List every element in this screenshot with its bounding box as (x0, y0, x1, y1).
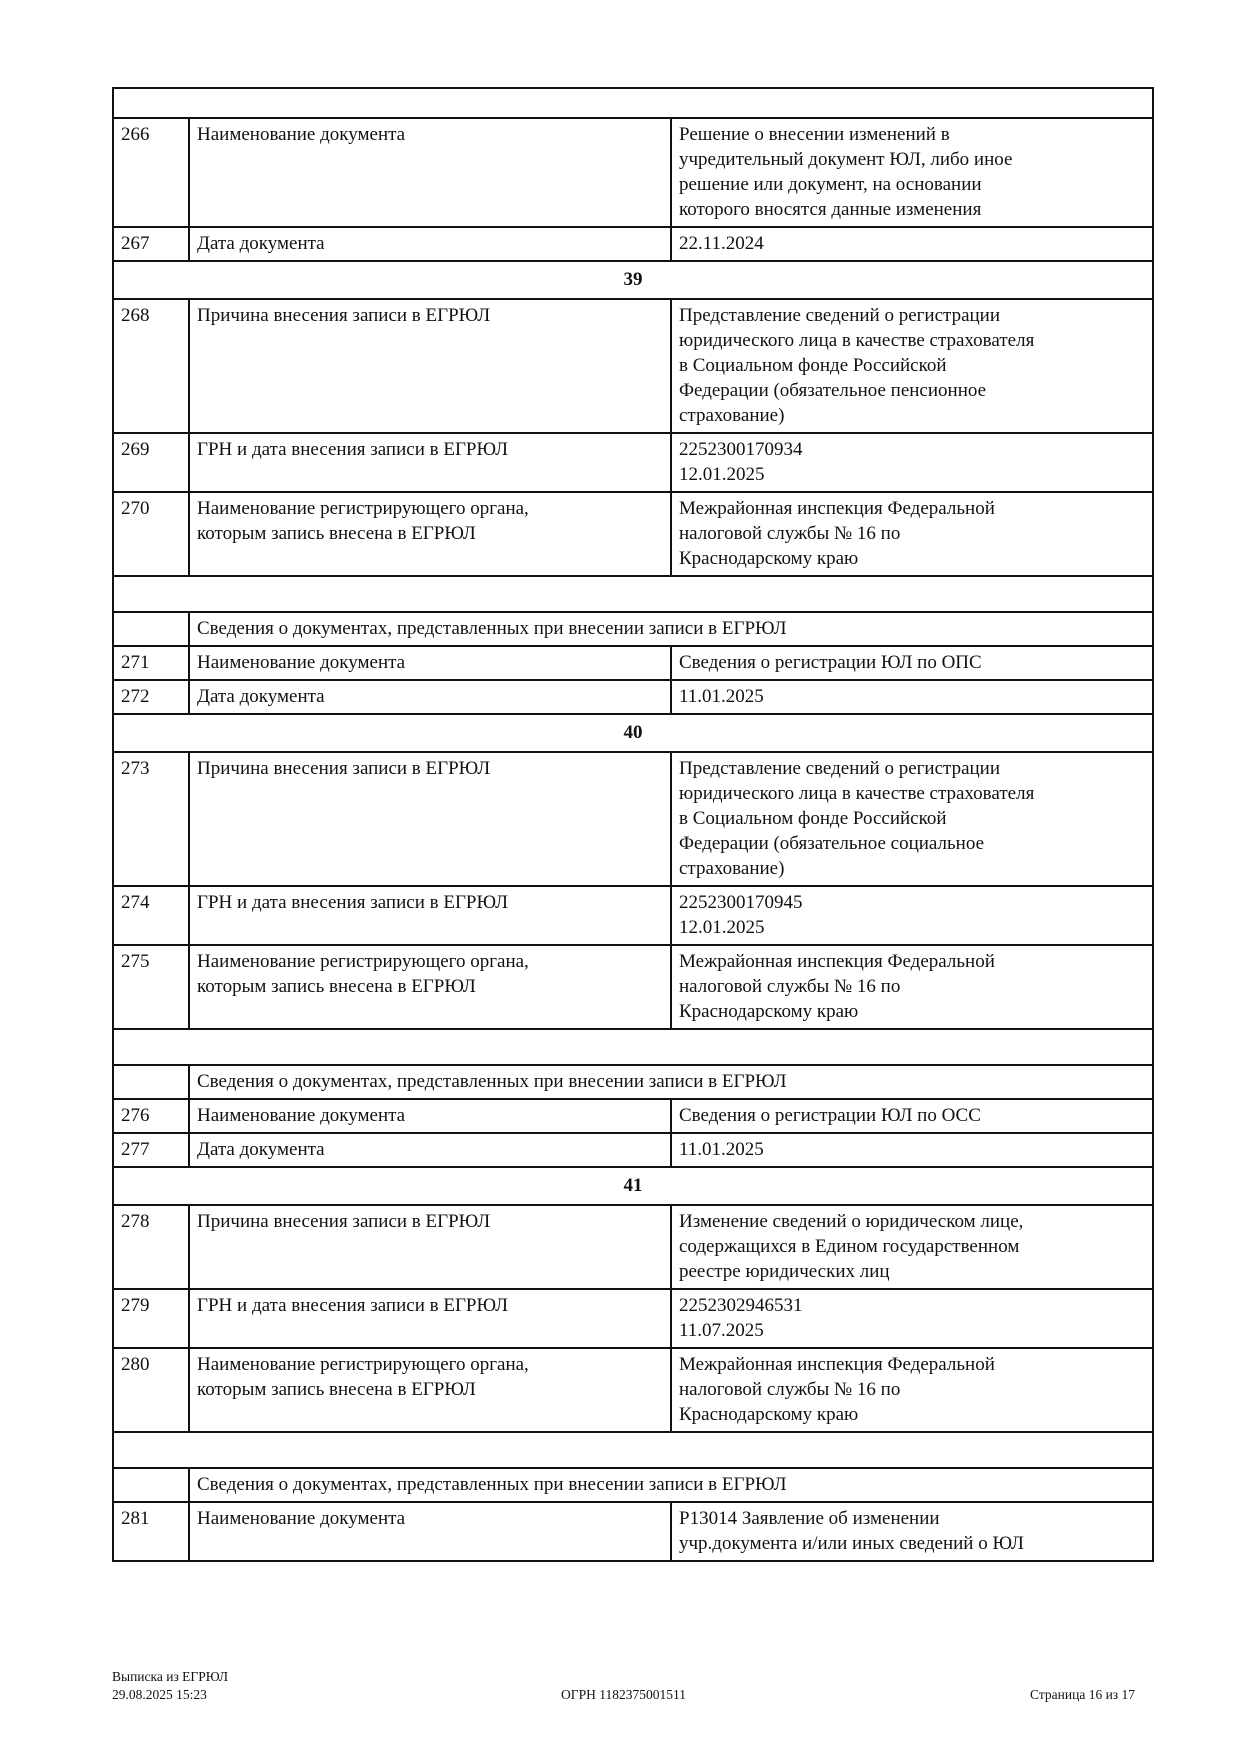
row-number-cell: 274 (112, 885, 190, 946)
table-row: 280 Наименование регистрирующего органа, … (112, 1347, 1155, 1433)
table-row: 277 Дата документа 11.01.2025 (112, 1132, 1155, 1168)
spacer-row (111, 1028, 1155, 1066)
row-label-cell: Дата документа (188, 1132, 672, 1168)
section-number: 40 (111, 713, 1155, 753)
row-label-cell: Наименование регистрирующего органа, кот… (188, 491, 672, 577)
row-number-cell: 270 (112, 491, 190, 577)
section-header-row: 39 (111, 260, 1155, 300)
footer-ogrn: ОГРН 1182375001511 (561, 1687, 686, 1702)
row-number-cell: 278 (112, 1204, 190, 1290)
table-row: 276 Наименование документа Сведения о реги… (112, 1098, 1155, 1134)
row-value-cell: Межрайонная инспекция Федеральной налого… (669, 491, 1155, 577)
blank-row (111, 87, 1155, 119)
row-value-cell: Межрайонная инспекция Федеральной налого… (669, 1347, 1155, 1433)
row-label-cell: Причина внесения записи в ЕГРЮЛ (188, 298, 672, 434)
row-label-cell: Наименование документа (188, 645, 672, 681)
table-row: 271 Наименование документа Сведения о реги… (112, 645, 1155, 681)
row-number-cell: 280 (112, 1347, 190, 1433)
section-header-row: 41 (111, 1166, 1155, 1206)
section-header-row: 40 (111, 713, 1155, 753)
documents-header-label: Сведения о документах, представленных пр… (187, 611, 1155, 647)
table-row: 270 Наименование регистрирующего органа, … (112, 491, 1155, 577)
row-value-cell: 2252300170934 12.01.2025 (669, 432, 1155, 493)
table-row: 268 Причина внесения записи в ЕГРЮЛ Предст… (112, 298, 1155, 434)
documents-header-row: Сведения о документах, представленных пр… (112, 1064, 1155, 1100)
row-label-cell: Наименование регистрирующего органа, кот… (188, 1347, 672, 1433)
row-number-cell: 269 (112, 432, 190, 493)
row-value-cell: Сведения о регистрации ЮЛ по ОПС (669, 645, 1155, 681)
row-label-cell: ГРН и дата внесения записи в ЕГРЮЛ (188, 432, 672, 493)
row-value-cell: 11.01.2025 (669, 1132, 1155, 1168)
row-value-cell: 22.11.2024 (669, 226, 1155, 262)
documents-header-label: Сведения о документах, представленных пр… (187, 1467, 1155, 1503)
row-value-cell: Представление сведений о регистрации юри… (669, 751, 1155, 887)
row-number-cell: 267 (112, 226, 190, 262)
row-label-cell: ГРН и дата внесения записи в ЕГРЮЛ (188, 885, 672, 946)
row-number-cell: 273 (112, 751, 190, 887)
row-label-cell: Причина внесения записи в ЕГРЮЛ (188, 751, 672, 887)
row-number-cell: 272 (112, 679, 190, 715)
table-row: 272 Дата документа 11.01.2025 (112, 679, 1155, 715)
table-row: 275 Наименование регистрирующего органа, … (112, 944, 1155, 1030)
row-number-cell: 271 (112, 645, 190, 681)
row-number-cell: 281 (112, 1501, 190, 1562)
row-label-cell: Дата документа (188, 679, 672, 715)
row-number-cell: 275 (112, 944, 190, 1030)
spacer-cell (111, 1028, 1155, 1066)
spacer-row (111, 1431, 1155, 1469)
row-label-cell: ГРН и дата внесения записи в ЕГРЮЛ (188, 1288, 672, 1349)
row-label-cell: Причина внесения записи в ЕГРЮЛ (188, 1204, 672, 1290)
row-value-cell: 2252300170945 12.01.2025 (669, 885, 1155, 946)
table-row: 281 Наименование документа Р13014 Заявлени… (112, 1501, 1155, 1562)
footer-extract-title: Выписка из ЕГРЮЛ (112, 1669, 229, 1684)
table-row: 267 Дата документа 22.11.2024 (112, 226, 1155, 262)
table-row: 266 Наименование документа Решение о внесе… (112, 117, 1155, 228)
documents-header-empty-cell (112, 1467, 190, 1503)
documents-header-empty-cell (112, 1064, 190, 1100)
spacer-cell (111, 1431, 1155, 1469)
row-label-cell: Наименование регистрирующего органа, кот… (188, 944, 672, 1030)
documents-header-label: Сведения о документах, представленных пр… (187, 1064, 1155, 1100)
row-label-cell: Наименование документа (188, 1501, 672, 1562)
row-value-cell: Сведения о регистрации ЮЛ по ОСС (669, 1098, 1155, 1134)
table-row: 278 Причина внесения записи в ЕГРЮЛ Измене… (112, 1204, 1155, 1290)
row-value-cell: Решение о внесении изменений в учредител… (669, 117, 1155, 228)
blank-cell (111, 87, 1155, 119)
egrul-table: 266 Наименование документа Решение о внесе… (111, 87, 1155, 1562)
row-label-cell: Наименование документа (188, 117, 672, 228)
footer-page-number: Страница 16 из 17 (1030, 1687, 1135, 1702)
row-value-cell: 2252302946531 11.07.2025 (669, 1288, 1155, 1349)
row-value-cell: Изменение сведений о юридическом лице, с… (669, 1204, 1155, 1290)
row-number-cell: 268 (112, 298, 190, 434)
row-label-cell: Дата документа (188, 226, 672, 262)
row-number-cell: 277 (112, 1132, 190, 1168)
documents-header-empty-cell (112, 611, 190, 647)
spacer-row (111, 575, 1155, 613)
table-row: 269 ГРН и дата внесения записи в ЕГРЮЛ 225… (112, 432, 1155, 493)
row-number-cell: 266 (112, 117, 190, 228)
footer-left-block: Выписка из ЕГРЮЛ 29.08.2025 15:23 (112, 1668, 228, 1704)
documents-header-row: Сведения о документах, представленных пр… (112, 1467, 1155, 1503)
row-value-cell: Представление сведений о регистрации юри… (669, 298, 1155, 434)
footer-timestamp: 29.08.2025 15:23 (112, 1687, 207, 1702)
row-value-cell: Межрайонная инспекция Федеральной налого… (669, 944, 1155, 1030)
table-row: 279 ГРН и дата внесения записи в ЕГРЮЛ 225… (112, 1288, 1155, 1349)
row-value-cell: 11.01.2025 (669, 679, 1155, 715)
documents-header-row: Сведения о документах, представленных пр… (112, 611, 1155, 647)
row-number-cell: 276 (112, 1098, 190, 1134)
spacer-cell (111, 575, 1155, 613)
row-number-cell: 279 (112, 1288, 190, 1349)
table-row: 273 Причина внесения записи в ЕГРЮЛ Предст… (112, 751, 1155, 887)
table-row: 274 ГРН и дата внесения записи в ЕГРЮЛ 225… (112, 885, 1155, 946)
section-number: 39 (111, 260, 1155, 300)
row-label-cell: Наименование документа (188, 1098, 672, 1134)
section-number: 41 (111, 1166, 1155, 1206)
row-value-cell: Р13014 Заявление об изменении учр.докуме… (669, 1501, 1155, 1562)
